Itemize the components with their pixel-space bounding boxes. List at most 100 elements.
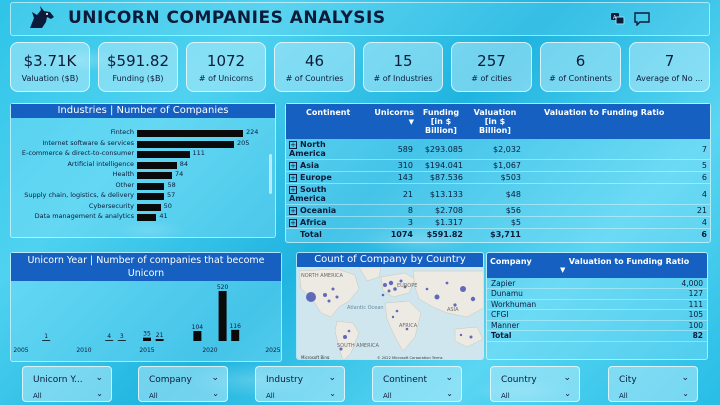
year-bar[interactable] <box>143 337 151 341</box>
year-bar[interactable] <box>218 291 227 341</box>
kpi-value: 1072 <box>206 52 246 70</box>
slicer-label: Industry <box>266 375 304 385</box>
industry-label: E-commerce & direct-to-consumer <box>21 149 134 157</box>
year-bar[interactable] <box>193 331 202 341</box>
expand-icon[interactable]: + <box>289 218 297 227</box>
translate-icon[interactable]: A <box>610 12 626 26</box>
dropdown-chevron-icon[interactable]: ⌄ <box>682 389 689 398</box>
unicorns-cell: 21 <box>368 183 416 205</box>
year-bar[interactable] <box>231 329 240 341</box>
company-row[interactable]: Manner 100 <box>487 320 707 331</box>
slicer-value[interactable]: All <box>266 392 275 400</box>
chevron-down-icon[interactable]: ⌄ <box>211 373 219 383</box>
funding-cell: $87.536 <box>416 171 466 184</box>
col-valuation-ratio[interactable]: Valuation to Funding Ratio ▼ <box>551 253 707 278</box>
kpi-card: $3.71K Valuation ($B) <box>10 42 90 92</box>
slicer-continent[interactable]: Continent ⌄ All ⌄ <box>372 366 462 402</box>
dropdown-chevron-icon[interactable]: ⌄ <box>329 389 336 398</box>
dropdown-chevron-icon[interactable]: ⌄ <box>446 389 453 398</box>
continent-row[interactable]: + Asia 310 $194.041 $1,067 5 <box>286 159 710 172</box>
slicer-company[interactable]: Company ⌄ All ⌄ <box>138 366 228 402</box>
continent-row[interactable]: + Europe 143 $87.536 $503 6 <box>286 171 710 184</box>
slicer-city[interactable]: City ⌄ All ⌄ <box>608 366 698 402</box>
slicer-value[interactable]: All <box>33 392 42 400</box>
year-bar[interactable] <box>105 340 114 341</box>
world-map[interactable]: NORTH AMERICA Atlantic Ocean EUROPE AFRI… <box>297 267 484 360</box>
company-row[interactable]: Dunamu 127 <box>487 288 707 300</box>
map-label-atlantic: Atlantic Ocean <box>347 305 384 311</box>
kpi-card: 1072 # of Unicorns <box>186 42 266 92</box>
chevron-down-icon[interactable]: ⌄ <box>563 373 571 383</box>
expand-icon[interactable]: + <box>289 173 297 182</box>
kpi-value: 257 <box>477 52 506 70</box>
expand-icon[interactable]: + <box>289 185 297 194</box>
industry-value-label: 111 <box>192 149 205 157</box>
industry-bar[interactable] <box>137 182 165 190</box>
year-value-label: 21 <box>156 332 164 339</box>
company-ratio-cell: 4,000 <box>551 278 707 289</box>
year-bar[interactable] <box>155 338 164 341</box>
continent-row[interactable]: + South America 21 $13.133 $48 4 <box>286 183 710 205</box>
valuation-cell: $5 <box>466 216 524 229</box>
slicer-country[interactable]: Country ⌄ All ⌄ <box>490 366 580 402</box>
expand-icon[interactable]: + <box>289 161 297 170</box>
industry-bar[interactable] <box>137 203 161 211</box>
dropdown-chevron-icon[interactable]: ⌄ <box>212 389 219 398</box>
kpi-card: 15 # of Industries <box>363 42 443 92</box>
industry-value-label: 58 <box>167 180 176 189</box>
slicer-label: Country <box>501 375 537 385</box>
map-bubbles[interactable] <box>306 279 476 351</box>
valuation-table-header: Company Valuation to Funding Ratio ▼ <box>487 253 707 278</box>
company-row[interactable]: Workhuman 111 <box>487 299 707 310</box>
slicer-value[interactable]: All <box>383 392 392 400</box>
map-label-africa: AFRICA <box>399 323 418 329</box>
expand-icon[interactable]: + <box>289 206 297 215</box>
chevron-down-icon[interactable]: ⌄ <box>681 373 689 383</box>
chevron-down-icon[interactable]: ⌄ <box>328 373 336 383</box>
col-continent[interactable]: Continent <box>286 104 368 139</box>
expand-icon[interactable]: + <box>289 140 297 149</box>
year-bar[interactable] <box>42 340 51 341</box>
industry-label: Internet software & services <box>42 138 134 147</box>
dropdown-chevron-icon[interactable]: ⌄ <box>564 389 571 398</box>
col-funding[interactable]: Funding [in $ Billion] <box>416 104 466 139</box>
industry-bar[interactable] <box>137 151 190 158</box>
kpi-label: # of cities <box>471 74 512 83</box>
industry-bar[interactable] <box>137 130 243 137</box>
industry-bar[interactable] <box>137 193 164 200</box>
slicer-industry[interactable]: Industry ⌄ All ⌄ <box>255 366 345 402</box>
industries-scrollbar[interactable] <box>269 154 272 194</box>
industry-value-label: 50 <box>163 201 172 210</box>
chevron-down-icon[interactable]: ⌄ <box>445 373 453 383</box>
col-company[interactable]: Company <box>487 253 551 278</box>
col-unicorns[interactable]: Unicorns ▼ <box>368 104 416 139</box>
year-tick-label: 2010 <box>76 347 91 354</box>
continent-row[interactable]: + Africa 3 $1.317 $5 4 <box>286 216 710 229</box>
ratio-cell: 6 <box>524 171 710 184</box>
unicorns-cell: 3 <box>368 216 416 229</box>
slicer-unicorn-year[interactable]: Unicorn Y... ⌄ All ⌄ <box>22 366 112 402</box>
page-title: UNICORN COMPANIES ANALYSIS <box>68 8 386 28</box>
continent-row[interactable]: + North America 589 $293.085 $2,032 7 <box>286 139 710 160</box>
company-row[interactable]: Zapier 4,000 <box>487 278 707 289</box>
unicorn-year-chart: 1 4 3 35 21 104 520 116 2005 2010 2015 2020 2025 <box>13 284 280 354</box>
col-valuation[interactable]: Valuation [in $ Billion] <box>466 104 524 139</box>
company-row[interactable]: CFGI 105 <box>487 309 707 321</box>
slicer-value[interactable]: All <box>619 392 628 400</box>
slicer-value[interactable]: All <box>501 392 510 400</box>
company-ratio-cell: 100 <box>551 320 707 331</box>
industry-bar[interactable] <box>137 161 177 169</box>
kpi-value: 15 <box>393 52 413 70</box>
comment-icon[interactable] <box>634 12 650 26</box>
year-bar[interactable] <box>117 340 126 341</box>
industry-bar[interactable] <box>137 172 173 179</box>
industry-bar[interactable] <box>137 140 234 148</box>
slicer-value[interactable]: All <box>149 392 158 400</box>
chevron-down-icon[interactable]: ⌄ <box>95 373 103 383</box>
industry-bar[interactable] <box>137 214 157 221</box>
total-valuation: $3,711 <box>490 230 521 240</box>
continent-row[interactable]: + Oceania 8 $2.708 $56 21 <box>286 204 710 217</box>
dropdown-chevron-icon[interactable]: ⌄ <box>96 389 103 398</box>
col-ratio[interactable]: Valuation to Funding Ratio <box>524 104 710 139</box>
kpi-card: 46 # of Countries <box>274 42 355 92</box>
